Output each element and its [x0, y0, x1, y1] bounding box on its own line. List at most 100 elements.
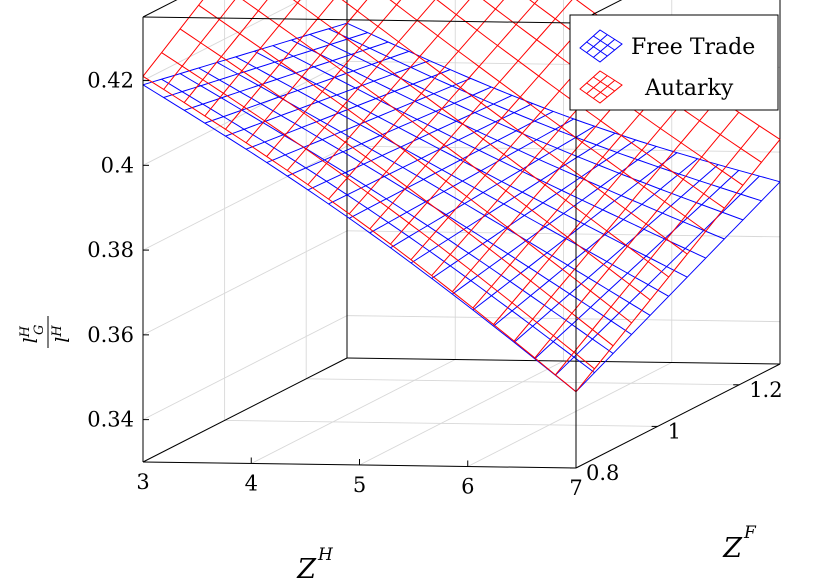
- mesh-line: [179, 73, 614, 354]
- grid-y-floor: [224, 419, 658, 427]
- mesh-line: [204, 0, 301, 117]
- grid-z-sidewall: [142, 145, 348, 251]
- mesh-line: [575, 181, 781, 393]
- x-tick-label: 3: [136, 470, 149, 494]
- axis-edge: [346, 357, 781, 365]
- grid-z-sidewall: [142, 230, 348, 336]
- z-axis-label-den: l: [52, 337, 74, 343]
- mesh-line: [513, 164, 719, 343]
- mesh-line: [286, 0, 436, 171]
- z-axis-label: lHG lH: [18, 316, 74, 348]
- axis-edge: [142, 16, 577, 24]
- y-axis-label: Z F: [722, 523, 757, 564]
- mesh-line: [291, 39, 725, 240]
- mesh-line: [328, 0, 505, 200]
- mesh-line: [555, 175, 760, 376]
- legend-label-free-trade: Free Trade: [631, 35, 755, 60]
- mesh-line: [163, 0, 236, 90]
- y-axis-line: [575, 363, 781, 469]
- legend-icon-mesh: [586, 41, 608, 57]
- tick-labels: 3 4 5 6 70.8 1 1.2 0.34 0.36 0.38 0.4 0.42: [87, 69, 782, 500]
- mesh-line: [575, 139, 781, 393]
- mesh-line: [142, 84, 577, 393]
- z-tick-label: 0.38: [87, 238, 134, 262]
- y-tick-label: 1: [668, 419, 681, 443]
- legend-box: [569, 14, 779, 111]
- legend-icon-mesh: [593, 79, 615, 99]
- svg-text:Z: Z: [722, 533, 743, 564]
- mesh-line: [390, 125, 595, 249]
- x-tick-label: 7: [569, 476, 582, 500]
- surfaces: [142, 0, 781, 393]
- x-axis-label-main: Z: [296, 554, 317, 585]
- svg-text:F: F: [743, 523, 757, 543]
- z-axis-label-den-sup: H: [50, 325, 65, 338]
- svg-text:lHG: lHG: [18, 325, 47, 344]
- x-tick-label: 5: [353, 473, 366, 497]
- mesh-line: [493, 158, 698, 327]
- mesh-line: [482, 0, 744, 186]
- z-tick-label: 0.36: [87, 323, 134, 347]
- mesh-line: [431, 139, 636, 279]
- mesh-line: [287, 86, 492, 177]
- mesh-line: [513, 98, 719, 342]
- mesh-line: [493, 84, 698, 325]
- mesh-line: [369, 118, 575, 234]
- mesh-line: [389, 0, 707, 232]
- mesh-line: [307, 0, 470, 185]
- grid-z-sidewall: [142, 60, 348, 166]
- legend-icon-mesh: [586, 82, 608, 98]
- y-axis-label-sup: F: [743, 523, 757, 543]
- legend-icon-mesh: [593, 35, 615, 51]
- mesh-line: [534, 111, 740, 359]
- mesh-line: [309, 33, 744, 221]
- mesh-line: [142, 75, 577, 393]
- axis-edge: [575, 0, 623, 24]
- x-tick-label: 6: [461, 475, 474, 499]
- legend-icon-mesh: [593, 38, 615, 58]
- mesh-line: [266, 0, 402, 157]
- mesh-line: [534, 170, 740, 360]
- mesh-line: [198, 4, 632, 324]
- legend-label-autarky: Autarky: [644, 76, 734, 101]
- mesh-line: [529, 0, 762, 163]
- mesh-line: [472, 152, 678, 311]
- grid-z-backwall: [346, 145, 781, 153]
- x-axis-label-sup: H: [317, 545, 334, 565]
- mesh-line: [348, 110, 554, 219]
- mesh-line: [254, 50, 688, 278]
- svg-text:lH: lH: [50, 325, 74, 343]
- mesh-line: [328, 28, 762, 202]
- mesh-line: [348, 0, 539, 215]
- mesh-line: [328, 103, 533, 205]
- legend-icon-free-trade: [579, 29, 623, 63]
- grid-x-floor: [359, 360, 564, 466]
- mesh-line: [292, 0, 670, 278]
- mesh-line: [369, 0, 573, 230]
- mesh-line: [161, 78, 595, 374]
- z-axis-label-num: l: [20, 337, 42, 343]
- legend: Free Trade Autarky: [569, 14, 779, 111]
- mesh-line: [142, 0, 204, 77]
- y-axis-label-main: Z: [722, 533, 743, 564]
- legend-icon-mesh: [586, 75, 608, 95]
- mesh-line: [436, 0, 725, 209]
- mesh-line: [410, 132, 616, 264]
- grid-y-floor: [306, 378, 740, 386]
- grid-x-floor: [467, 362, 672, 467]
- z-tick-label: 0.42: [87, 69, 134, 93]
- x-axis-label: Z H: [296, 545, 334, 585]
- mesh-line: [307, 94, 513, 191]
- mesh-line: [142, 22, 348, 86]
- mesh-line: [204, 50, 410, 124]
- grid-z-sidewall: [142, 315, 348, 421]
- mesh-line: [161, 52, 595, 370]
- z-tick-label: 0.34: [87, 408, 134, 432]
- mesh-line: [266, 77, 471, 164]
- mesh-line: [183, 0, 268, 103]
- mesh-line: [245, 0, 368, 144]
- x-tick-label: 4: [245, 472, 258, 496]
- mesh-line: [555, 125, 760, 376]
- surface-autarky: [142, 0, 781, 393]
